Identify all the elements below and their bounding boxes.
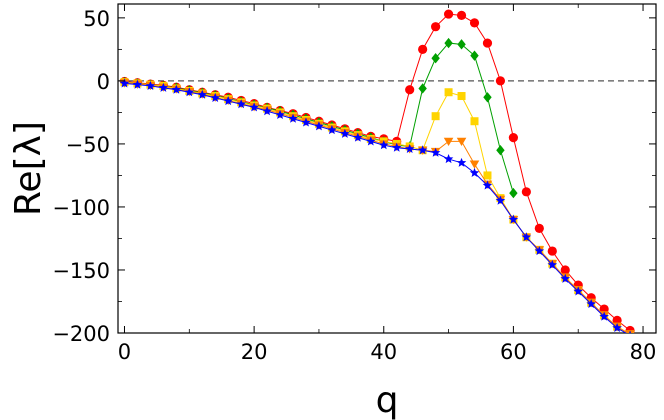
x-tick-label: 60 (500, 340, 527, 364)
data-point (158, 82, 169, 92)
data-point (534, 246, 545, 256)
data-point (469, 167, 480, 177)
data-point (495, 195, 506, 205)
data-point (443, 137, 454, 146)
data-point (314, 121, 324, 131)
data-point (366, 136, 376, 146)
data-point (379, 140, 389, 150)
data-point (444, 37, 453, 49)
series-star (119, 78, 632, 333)
data-point (469, 18, 480, 28)
data-point (456, 10, 467, 20)
data-point (171, 84, 182, 94)
data-point (508, 214, 519, 224)
data-point (444, 88, 453, 97)
data-point (560, 265, 570, 275)
data-point (470, 117, 479, 126)
data-point (456, 137, 467, 146)
plot-frame (117, 3, 657, 334)
ticks-group: 0 20 40 60 80 −200 −150 −100 −50 0 50 (52, 4, 656, 364)
data-point (249, 102, 259, 112)
data-point (405, 85, 415, 95)
y-tick-label: 0 (97, 70, 110, 94)
data-point (443, 154, 454, 164)
y-tick-label: −100 (52, 196, 110, 220)
data-point (262, 106, 272, 116)
data-point (547, 246, 557, 256)
data-point (457, 39, 466, 50)
y-tick-label: −50 (66, 133, 110, 157)
series-line (124, 82, 629, 333)
series-line (124, 81, 629, 333)
series-line (124, 13, 635, 333)
data-point (470, 50, 479, 61)
data-point (547, 259, 558, 269)
data-point (145, 80, 156, 90)
y-tick-label: 50 (83, 7, 110, 31)
data-point (457, 92, 466, 101)
data-point (560, 273, 571, 283)
y-tick-label: −150 (52, 259, 110, 283)
data-point (456, 157, 467, 167)
series-square (120, 78, 635, 333)
data-point (431, 53, 440, 64)
series-line (124, 82, 627, 333)
data-point (573, 286, 583, 296)
series-triangle-down (119, 79, 635, 333)
data-point (288, 113, 298, 123)
x-tick-label: 20 (241, 340, 268, 364)
data-point (132, 79, 143, 89)
data-point (327, 125, 337, 135)
data-point (275, 109, 285, 119)
data-point (496, 145, 505, 156)
x-axis-title: q (376, 380, 399, 420)
data-point (197, 89, 208, 99)
data-point (353, 132, 363, 142)
data-point (223, 96, 233, 106)
data-point (521, 232, 532, 242)
data-point (612, 315, 622, 325)
series-circle (119, 9, 635, 333)
data-point (599, 311, 609, 321)
data-point (443, 9, 454, 19)
data-point (612, 322, 622, 333)
data-point (586, 299, 596, 309)
data-point (417, 145, 428, 155)
data-point (430, 147, 441, 157)
x-tick-label: 40 (370, 340, 397, 364)
data-point (509, 187, 518, 199)
data-point (431, 22, 441, 32)
data-point (404, 143, 415, 154)
series-group (119, 9, 635, 333)
data-point (418, 83, 427, 94)
data-point (431, 112, 440, 121)
data-point (184, 87, 195, 97)
data-point (418, 44, 428, 54)
data-point (236, 99, 246, 109)
data-point (629, 330, 632, 333)
data-point (210, 92, 220, 102)
data-point (508, 133, 518, 143)
y-axis-title: Re[λ] (8, 121, 49, 216)
data-point (495, 76, 506, 86)
data-point (482, 38, 493, 48)
data-point (483, 92, 492, 103)
x-tick-label: 0 (118, 340, 131, 364)
plot-border (117, 3, 657, 334)
series-diamond (120, 37, 518, 199)
data-point (483, 171, 492, 180)
data-point (521, 187, 531, 197)
x-tick-label: 80 (630, 340, 657, 364)
data-point (599, 304, 609, 314)
data-point (469, 160, 480, 169)
data-point (534, 223, 544, 233)
y-tick-label: −200 (52, 322, 110, 346)
data-point (391, 142, 402, 152)
data-point (340, 128, 350, 138)
data-point (482, 180, 493, 190)
data-point (119, 78, 130, 88)
data-point (301, 117, 311, 127)
